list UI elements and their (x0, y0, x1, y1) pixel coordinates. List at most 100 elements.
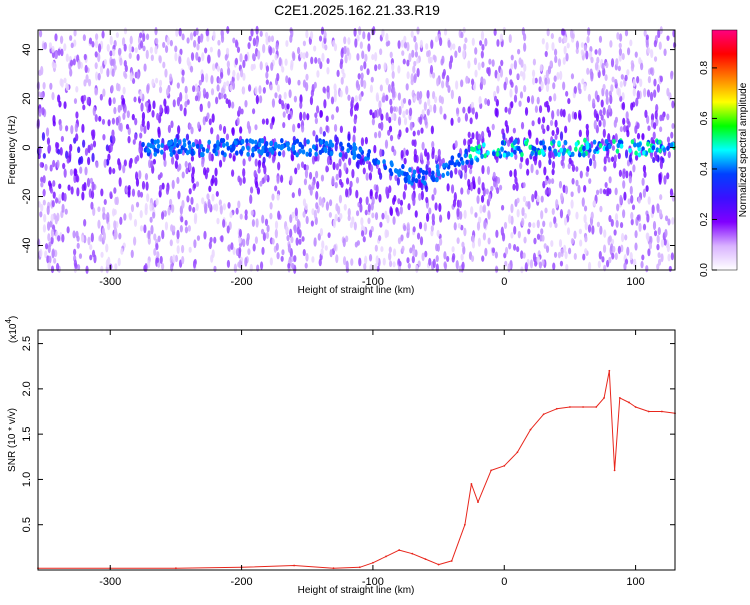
spectrogram-cell (476, 221, 481, 231)
spectrogram-cell (513, 225, 517, 235)
spectrogram-cell (141, 118, 145, 128)
spectrogram-cell (486, 126, 490, 133)
spectrogram-cell (161, 229, 165, 240)
spectrogram-cell (480, 153, 484, 159)
spectrogram-cell (185, 167, 189, 175)
spectrogram-cell (634, 125, 638, 134)
spectrogram-cell (133, 96, 137, 103)
spectrogram-cell (175, 153, 179, 160)
spectrogram-cell (540, 210, 544, 220)
spectrogram-cell (385, 77, 389, 84)
spectrogram-cell (621, 53, 625, 61)
spectrogram-cell (251, 108, 256, 115)
spectrogram-cell (594, 49, 598, 55)
spectrogram-cell (67, 184, 71, 191)
spectrogram-cell (615, 148, 620, 154)
spectrogram-cell (246, 151, 250, 157)
spectrogram-cell (58, 100, 62, 108)
spectrogram-cell (523, 212, 527, 219)
spectrogram-cell (42, 224, 47, 233)
spectrogram-cell (617, 245, 621, 255)
spectrogram-cell (512, 127, 516, 134)
spectrogram-cell (469, 168, 473, 175)
spectrogram-cell (457, 45, 462, 54)
snr-data-point (529, 428, 532, 431)
spectrogram-cell (487, 237, 491, 245)
spectrogram-cell (197, 35, 201, 45)
spectrogram-cell (141, 111, 146, 121)
spectrogram-cell (139, 90, 143, 100)
spectrogram-cell (128, 52, 132, 59)
spectrogram-cell (585, 128, 590, 138)
spectrogram-cell (145, 49, 149, 60)
spectrogram-cell (325, 115, 329, 123)
spectrogram-x-tick-label: -300 (99, 276, 121, 288)
spectrogram-cell (58, 183, 62, 190)
spectrogram-cell (403, 176, 408, 182)
spectrogram-cell (111, 208, 116, 217)
spectrogram-cell (152, 211, 156, 219)
spectrogram-cell (470, 255, 475, 262)
spectrogram-cell (297, 79, 301, 86)
spectrogram-cell (563, 217, 568, 226)
spectrogram-cell (205, 28, 209, 37)
spectrogram-cell (212, 63, 216, 72)
spectrogram-cell (554, 134, 558, 140)
spectrogram-cell (327, 232, 331, 239)
spectrogram-cell (265, 118, 269, 125)
spectrogram-cell (430, 225, 434, 232)
spectrogram-cell (153, 151, 158, 157)
spectrogram-cell (184, 85, 188, 94)
spectrogram-cell (361, 50, 365, 60)
spectrogram-cell (317, 57, 321, 65)
spectrogram-cell (375, 94, 380, 102)
spectrogram-cell (48, 180, 52, 187)
spectrogram-cell (651, 204, 655, 215)
spectrogram-cell (100, 251, 104, 258)
spectrogram-cell (244, 213, 248, 221)
spectrogram-cell (352, 125, 357, 134)
spectrogram-cell (471, 37, 475, 47)
spectrogram-cell (86, 96, 90, 105)
spectrogram-cell (107, 119, 111, 127)
spectrogram-cell (540, 148, 545, 155)
spectrogram-cell (599, 225, 603, 235)
spectrogram-cell (424, 116, 428, 126)
spectrogram-cell (642, 188, 646, 198)
spectrogram-cell (628, 175, 632, 184)
spectrogram-cell (634, 242, 638, 251)
spectrogram-cell (249, 263, 253, 272)
spectrogram-cell (592, 153, 596, 162)
spectrogram-cell (290, 28, 294, 38)
spectrogram-cell (298, 141, 302, 148)
spectrogram-cell (167, 206, 171, 216)
spectrogram-cell (587, 224, 592, 233)
spectrogram-cell (484, 38, 488, 47)
spectrogram-cell (265, 65, 270, 73)
spectrogram-cell (335, 254, 339, 264)
spectrogram-cell (47, 233, 51, 242)
spectrogram-cell (136, 53, 140, 61)
spectrogram-cell (559, 108, 564, 117)
spectrogram-cell (321, 52, 325, 62)
spectrogram-cell (276, 193, 280, 201)
spectrogram-cell (543, 166, 547, 176)
spectrogram-cell (144, 173, 149, 181)
spectrogram-cell (417, 173, 421, 180)
spectrogram-cell (584, 221, 588, 231)
spectrogram-cell (195, 203, 199, 212)
spectrogram-cell (431, 170, 435, 176)
spectrogram-cell (55, 141, 59, 149)
spectrogram-x-tick-label: -100 (362, 276, 384, 288)
spectrogram-cell (38, 30, 43, 38)
spectrogram-cell (528, 130, 532, 139)
spectrogram-cell (374, 52, 378, 62)
spectrogram-cell (609, 40, 613, 48)
spectrogram-cell (618, 169, 623, 177)
spectrogram-y-tick-label: 40 (21, 43, 33, 55)
spectrogram-cell (510, 54, 514, 61)
spectrogram-cell (586, 35, 590, 44)
spectrogram-cell (460, 31, 464, 39)
spectrogram-cell (463, 43, 467, 51)
spectrogram-cell (513, 168, 517, 179)
